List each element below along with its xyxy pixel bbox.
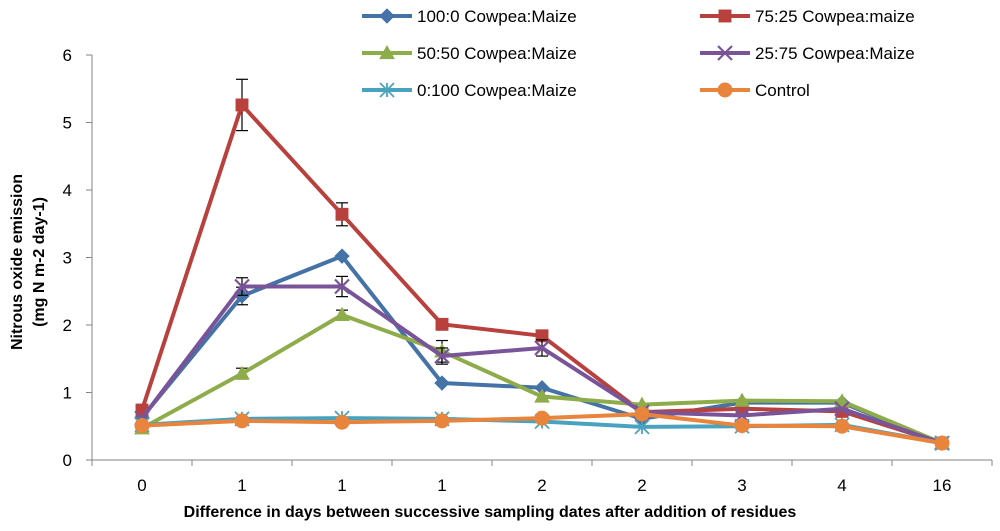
data-point [334, 278, 350, 295]
legend-marker [717, 45, 733, 61]
data-point [434, 413, 450, 429]
data-point [334, 414, 350, 430]
marker-stroke [834, 400, 850, 417]
data-point [634, 419, 650, 435]
legend-label: 50:50 Cowpea:Maize [417, 44, 577, 63]
data-point [335, 207, 349, 221]
x-tick-label: 0 [137, 476, 146, 495]
marker-stroke [717, 45, 733, 61]
legend-label: 25:75 Cowpea:Maize [755, 44, 915, 63]
data-point [435, 317, 449, 331]
y-tick-label: 3 [63, 249, 72, 268]
marker-stroke [234, 278, 250, 295]
data-point [734, 392, 750, 407]
data-point [834, 418, 850, 434]
series-3 [134, 275, 950, 451]
x-tick-label: 2 [637, 476, 646, 495]
data-point [234, 365, 250, 380]
y-axis-unit: (mg N m-2 day-1) [31, 197, 48, 327]
y-tick-label: 6 [63, 46, 72, 65]
data-point [235, 98, 249, 112]
legend-label: 75:25 Cowpea:maize [755, 7, 915, 26]
data-point [534, 388, 550, 403]
marker-stroke [434, 348, 450, 364]
x-tick-label: 1 [437, 476, 446, 495]
legend-label: Control [755, 81, 810, 100]
y-tick-label: 4 [63, 181, 72, 200]
legend-item: 100:0 Cowpea:Maize [362, 7, 577, 26]
data-point [434, 348, 450, 364]
data-point [434, 375, 450, 391]
legend-item: 25:75 Cowpea:Maize [700, 44, 915, 63]
data-point [334, 306, 350, 321]
x-tick-label: 2 [537, 476, 546, 495]
data-point [634, 406, 650, 422]
data-point [234, 278, 250, 295]
data-point [134, 418, 150, 434]
series-5 [134, 406, 950, 451]
legend-marker [717, 82, 733, 98]
legend: 100:0 Cowpea:Maize 75:25 Cowpea:maize 50:5… [362, 7, 915, 100]
data-point [734, 418, 750, 434]
legend-item: 75:25 Cowpea:maize [700, 7, 915, 26]
legend-marker [718, 9, 732, 23]
axes: 0 1 2 3 4 5 6 0 1 1 1 2 2 3 4 16 [63, 46, 993, 495]
x-tick-label: 1 [337, 476, 346, 495]
legend-marker [379, 82, 395, 98]
legend-label: 0:100 Cowpea:Maize [417, 81, 577, 100]
x-tick-label: 1 [237, 476, 246, 495]
marker-stroke [334, 278, 350, 295]
legend-marker [379, 44, 395, 60]
y-tick-label: 0 [63, 451, 72, 470]
data-point [834, 400, 850, 417]
y-axis-title: Nitrous oxide emission [9, 174, 26, 350]
data-point [534, 410, 550, 426]
x-axis-title: Difference in days between successive sa… [184, 504, 797, 521]
data-point [934, 435, 950, 451]
y-tick-label: 1 [63, 384, 72, 403]
legend-item: 50:50 Cowpea:Maize [362, 44, 577, 63]
legend-item: Control [700, 81, 810, 100]
x-tick-label: 3 [737, 476, 746, 495]
x-tick-label: 4 [837, 476, 846, 495]
x-tick-label: 16 [933, 476, 952, 495]
data-point [234, 413, 250, 429]
data-point [334, 248, 350, 264]
legend-marker [379, 8, 395, 24]
series-lines [134, 78, 950, 451]
y-tick-label: 2 [63, 316, 72, 335]
data-point [534, 340, 550, 356]
y-tick-label: 5 [63, 114, 72, 133]
legend-label: 100:0 Cowpea:Maize [417, 7, 577, 26]
marker-stroke [534, 340, 550, 356]
legend-item: 0:100 Cowpea:Maize [362, 81, 577, 100]
